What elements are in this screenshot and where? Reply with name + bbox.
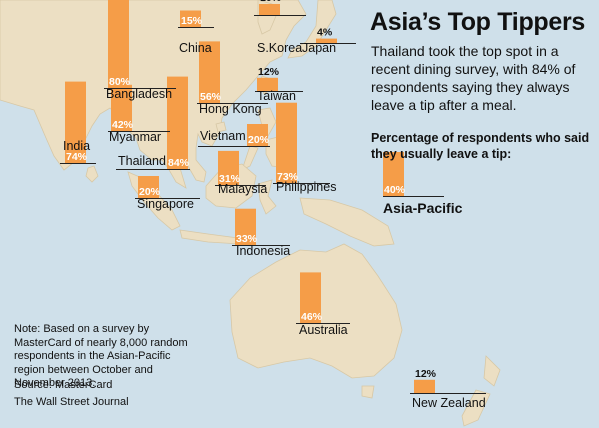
value-label-new-zealand: 12% xyxy=(415,368,437,380)
sulawesi xyxy=(257,179,277,215)
category-label-hong-kong: Hong Kong xyxy=(199,102,262,116)
category-label-indonesia: Indonesia xyxy=(236,244,290,258)
tasmania xyxy=(361,385,375,399)
value-label-hong-kong: 56% xyxy=(200,91,222,103)
value-label-thailand: 84% xyxy=(168,157,190,169)
bar-bangladesh xyxy=(108,0,129,88)
category-label-japan: Japan xyxy=(302,41,336,55)
japan xyxy=(287,0,337,59)
value-label-asia-pacific: 40% xyxy=(384,184,406,196)
category-label-malaysia: Malaysia xyxy=(218,182,267,196)
baseline-rules xyxy=(60,15,486,394)
category-label-vietnam: Vietnam xyxy=(200,129,246,143)
bar-indonesia xyxy=(235,208,256,245)
bar-malaysia xyxy=(218,150,239,185)
category-label-bangladesh: Bangladesh xyxy=(106,87,172,101)
source-credit: Source: MasterCard xyxy=(14,379,113,391)
category-labels: China S.Korea Japan Bangladesh Hong KongTaiw… xyxy=(63,41,486,410)
bar-china xyxy=(180,10,201,27)
category-label-singapore: Singapore xyxy=(137,197,194,211)
value-label-myanmar: 42% xyxy=(112,119,134,131)
bar-hong-kong xyxy=(199,41,220,103)
category-label-myanmar: Myanmar xyxy=(109,130,161,144)
chart-subtitle: Thailand took the top spot in a recent d… xyxy=(371,43,576,113)
value-label-china: 15% xyxy=(181,15,203,27)
value-label-bangladesh: 80% xyxy=(109,76,131,88)
value-label-indonesia: 33% xyxy=(236,233,258,245)
hainan xyxy=(215,121,227,133)
bar-taiwan xyxy=(257,77,278,91)
bar-philippines xyxy=(276,102,297,183)
category-label-s-korea: S.Korea xyxy=(257,41,302,55)
bar-s-korea xyxy=(259,4,280,15)
bar-india xyxy=(65,81,86,163)
value-labels: 40% 15% 10% 4% 80% 56% 12% 74% 42% 84% 20% 73% 31% 20… xyxy=(66,0,437,380)
chart-title: Asia’s Top Tippers xyxy=(370,8,586,36)
bar-singapore xyxy=(138,176,159,198)
footnote: Note: Based on a survey by MasterCard of… xyxy=(14,323,188,389)
legend-caption: Percentage of respondents who said they … xyxy=(371,131,590,161)
category-label-philippines: Philippines xyxy=(276,180,336,194)
bar-thailand xyxy=(167,76,188,169)
value-label-vietnam: 20% xyxy=(248,134,270,146)
value-label-singapore: 20% xyxy=(139,186,161,198)
value-label-australia: 46% xyxy=(301,311,323,323)
bar-australia xyxy=(300,272,321,323)
bar-vietnam xyxy=(247,124,268,146)
publisher-credit: The Wall Street Journal xyxy=(14,396,129,408)
new-guinea xyxy=(299,197,395,247)
new-zealand xyxy=(461,355,501,427)
category-label-new-zealand: New Zealand xyxy=(412,396,486,410)
category-label-china: China xyxy=(179,41,212,55)
value-label-s-korea: 10% xyxy=(260,0,282,4)
bar-myanmar xyxy=(111,84,132,131)
bar-new-zealand xyxy=(414,379,435,393)
value-label-malaysia: 31% xyxy=(219,173,241,185)
bar-asia-pacific xyxy=(383,152,404,196)
category-label-taiwan: Taiwan xyxy=(257,89,296,103)
category-label-india: India xyxy=(63,139,90,153)
value-label-philippines: 73% xyxy=(277,171,299,183)
bar-japan xyxy=(316,38,337,43)
value-label-taiwan: 12% xyxy=(258,66,280,78)
category-label-australia: Australia xyxy=(299,323,348,337)
sri-lanka xyxy=(85,165,99,183)
bar-group xyxy=(65,0,435,393)
value-label-india: 74% xyxy=(66,151,88,163)
legend-label: Asia-Pacific xyxy=(383,200,463,216)
category-label-thailand: Thailand xyxy=(118,154,166,168)
value-label-japan: 4% xyxy=(317,27,333,39)
